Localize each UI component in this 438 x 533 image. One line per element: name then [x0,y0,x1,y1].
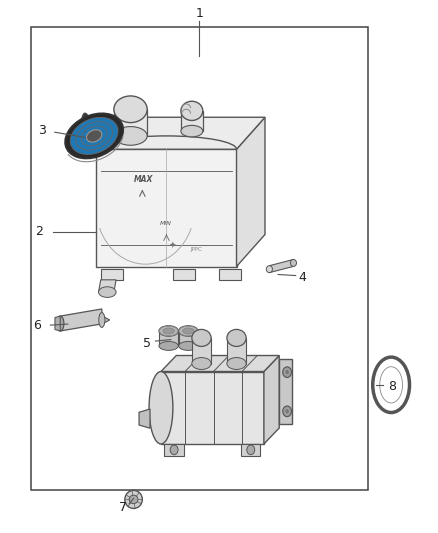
Ellipse shape [81,114,94,153]
Ellipse shape [227,358,246,369]
Ellipse shape [183,328,194,334]
Ellipse shape [290,260,297,266]
Text: 2: 2 [35,225,43,238]
Polygon shape [264,356,279,444]
Ellipse shape [87,130,102,142]
Polygon shape [237,117,265,266]
Ellipse shape [283,367,292,377]
Text: 4: 4 [298,271,306,284]
Ellipse shape [57,316,64,331]
Text: 8: 8 [388,380,396,393]
Polygon shape [101,269,123,280]
Ellipse shape [86,130,102,142]
Text: 3: 3 [38,124,46,137]
Ellipse shape [181,101,203,120]
Polygon shape [241,444,260,456]
Polygon shape [99,314,110,325]
Ellipse shape [129,495,138,504]
Ellipse shape [99,312,105,327]
Text: JPPC: JPPC [191,247,202,252]
Polygon shape [159,331,178,346]
Polygon shape [96,117,265,149]
Text: 7: 7 [119,502,127,514]
Ellipse shape [163,328,174,334]
Polygon shape [161,372,264,444]
Polygon shape [219,269,241,280]
Polygon shape [179,331,198,346]
Ellipse shape [285,409,290,414]
Polygon shape [227,338,246,364]
Polygon shape [114,109,147,136]
Ellipse shape [192,358,211,369]
Ellipse shape [76,122,113,150]
Ellipse shape [266,266,272,273]
Ellipse shape [114,127,147,146]
Polygon shape [96,149,237,266]
Ellipse shape [159,342,178,350]
Polygon shape [161,356,279,372]
Text: ✦: ✦ [169,242,176,251]
Text: 1: 1 [195,7,203,20]
Text: 5: 5 [143,337,151,350]
Polygon shape [173,269,195,280]
Ellipse shape [192,329,211,346]
Ellipse shape [247,445,255,455]
Polygon shape [279,359,293,424]
Ellipse shape [227,329,246,346]
Ellipse shape [99,287,116,297]
Text: MAX: MAX [134,175,153,184]
Text: MIN: MIN [160,221,172,227]
Polygon shape [181,111,203,131]
Bar [31,27,368,490]
Ellipse shape [179,326,198,336]
Ellipse shape [179,342,198,350]
Ellipse shape [125,490,142,508]
Ellipse shape [181,125,203,137]
Ellipse shape [70,117,118,155]
Ellipse shape [285,369,290,375]
Polygon shape [269,260,293,273]
Polygon shape [192,338,211,364]
Ellipse shape [159,326,178,336]
Polygon shape [139,409,150,428]
Ellipse shape [283,406,292,417]
Ellipse shape [170,445,178,455]
Polygon shape [164,444,184,456]
Polygon shape [55,316,60,331]
Text: 6: 6 [33,319,41,332]
Ellipse shape [149,372,173,444]
Polygon shape [99,280,116,292]
Polygon shape [60,309,102,331]
Ellipse shape [114,96,147,123]
Ellipse shape [65,114,123,158]
Ellipse shape [81,126,107,146]
